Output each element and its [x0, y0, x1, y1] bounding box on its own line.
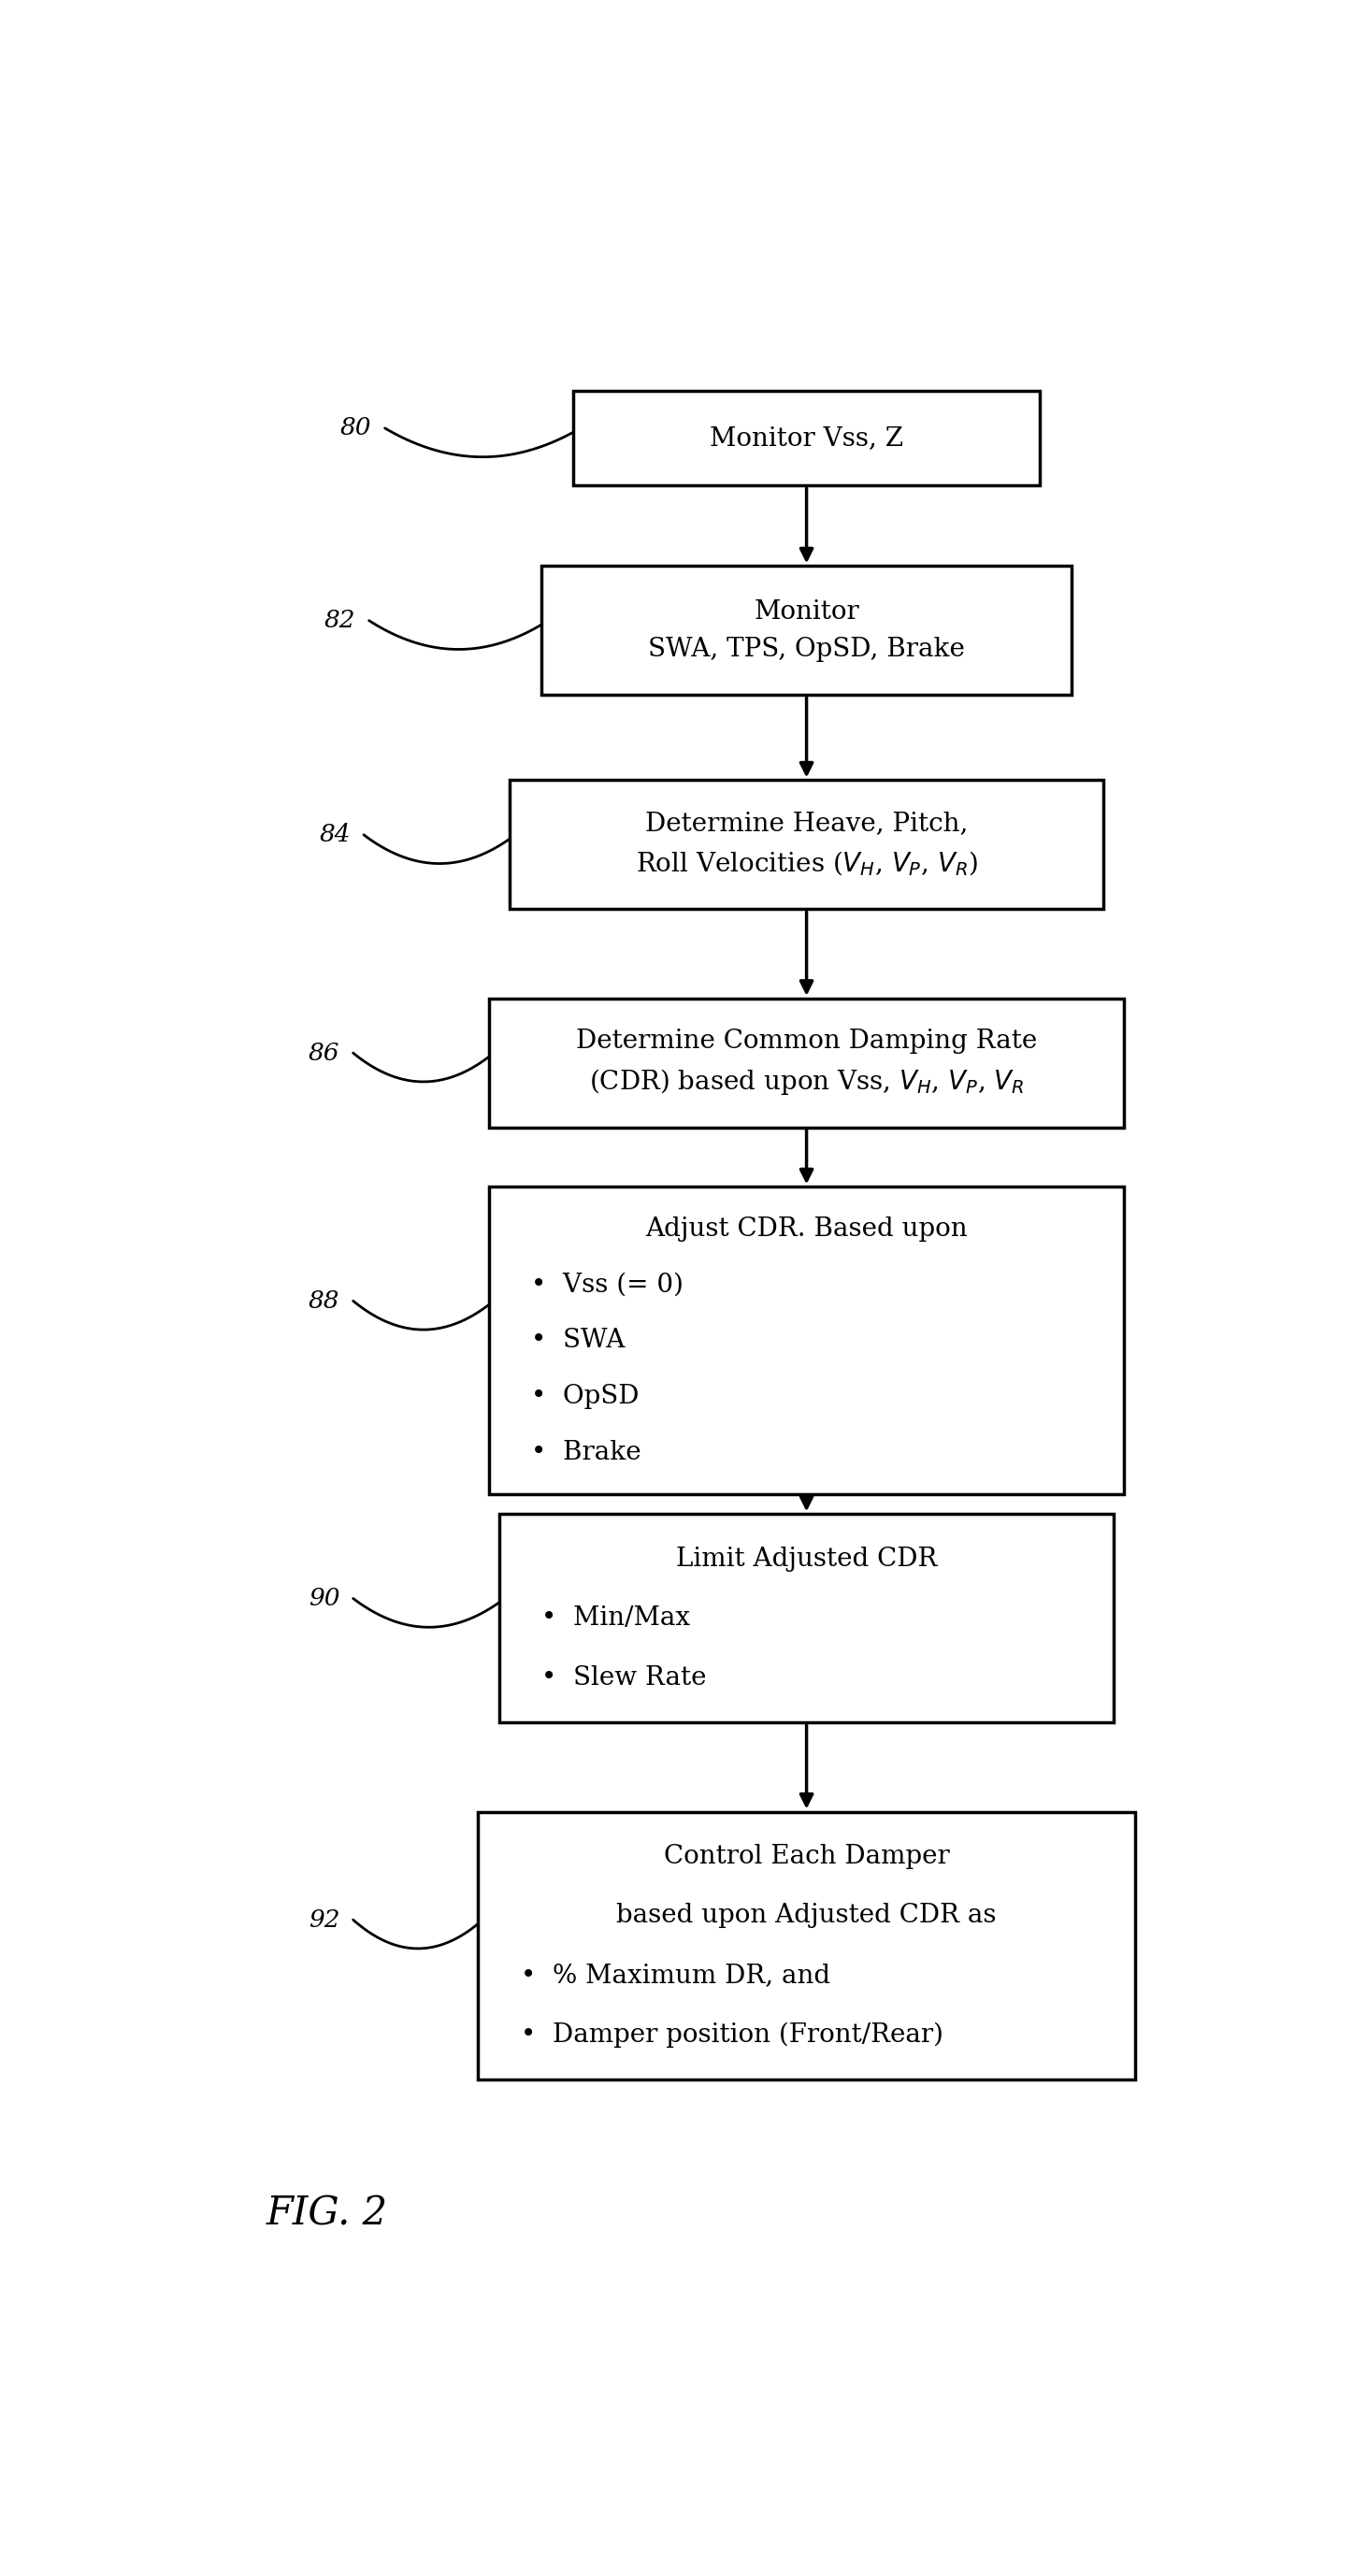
- Text: FIG. 2: FIG. 2: [267, 2195, 388, 2233]
- FancyBboxPatch shape: [489, 999, 1124, 1128]
- Text: 84: 84: [320, 824, 350, 848]
- Text: •  OpSD: • OpSD: [530, 1383, 640, 1409]
- Text: •  Min/Max: • Min/Max: [541, 1605, 690, 1631]
- Text: •  % Maximum DR, and: • % Maximum DR, and: [521, 1963, 830, 1989]
- FancyBboxPatch shape: [510, 781, 1103, 909]
- Text: based upon Adjusted CDR as: based upon Adjusted CDR as: [617, 1904, 997, 1929]
- Text: 92: 92: [309, 1909, 340, 1932]
- Text: 86: 86: [309, 1041, 340, 1064]
- Text: 90: 90: [309, 1587, 340, 1610]
- Text: •  SWA: • SWA: [530, 1327, 625, 1352]
- FancyBboxPatch shape: [574, 392, 1040, 487]
- Text: 82: 82: [324, 608, 355, 631]
- Text: Control Each Damper: Control Each Damper: [663, 1844, 950, 1870]
- Text: •  Damper position (Front/Rear): • Damper position (Front/Rear): [521, 2022, 943, 2048]
- FancyBboxPatch shape: [489, 1188, 1124, 1494]
- Text: Adjust CDR. Based upon: Adjust CDR. Based upon: [645, 1216, 968, 1242]
- FancyBboxPatch shape: [478, 1811, 1135, 2079]
- FancyBboxPatch shape: [499, 1515, 1114, 1723]
- Text: •  Slew Rate: • Slew Rate: [541, 1664, 707, 1690]
- Text: •  Brake: • Brake: [530, 1440, 641, 1466]
- Text: •  Vss (= 0): • Vss (= 0): [530, 1273, 684, 1298]
- Text: Limit Adjusted CDR: Limit Adjusted CDR: [675, 1546, 938, 1571]
- Text: Determine Common Damping Rate
(CDR) based upon Vss, $V_H$, $V_P$, $V_R$: Determine Common Damping Rate (CDR) base…: [576, 1028, 1038, 1097]
- Text: 80: 80: [340, 417, 372, 440]
- FancyBboxPatch shape: [541, 567, 1072, 696]
- Text: 88: 88: [309, 1288, 340, 1314]
- Text: Monitor
SWA, TPS, OpSD, Brake: Monitor SWA, TPS, OpSD, Brake: [648, 600, 965, 662]
- Text: Determine Heave, Pitch,
Roll Velocities ($V_H$, $V_P$, $V_R$): Determine Heave, Pitch, Roll Velocities …: [636, 811, 977, 878]
- Text: Monitor Vss, Z: Monitor Vss, Z: [709, 425, 904, 451]
